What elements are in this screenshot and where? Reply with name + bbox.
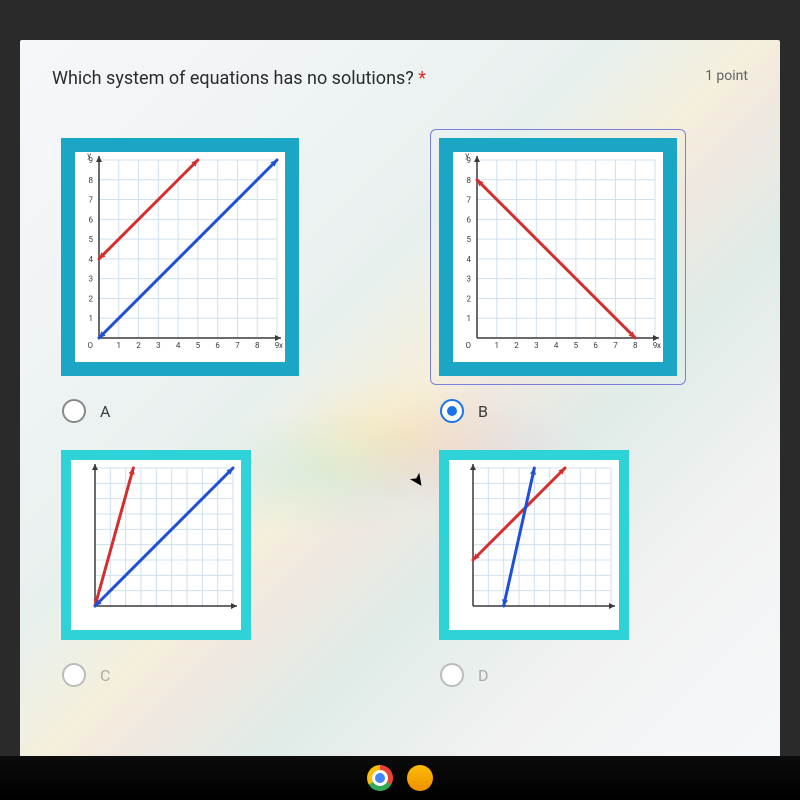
svg-text:1: 1 bbox=[89, 314, 94, 323]
taskbar bbox=[0, 756, 800, 800]
option-b-radio[interactable] bbox=[440, 399, 464, 423]
svg-text:y: y bbox=[87, 151, 91, 160]
svg-text:8: 8 bbox=[633, 341, 638, 350]
svg-text:6: 6 bbox=[467, 215, 472, 224]
points-label: 1 point bbox=[705, 68, 748, 84]
svg-text:6: 6 bbox=[593, 341, 598, 350]
svg-text:7: 7 bbox=[613, 341, 618, 350]
svg-text:5: 5 bbox=[89, 235, 94, 244]
option-a-radio-row[interactable]: A bbox=[62, 399, 370, 423]
svg-text:2: 2 bbox=[467, 294, 472, 303]
option-b-thumb-wrap[interactable]: 112233445566778899Oyx bbox=[430, 129, 686, 385]
option-d-radio[interactable] bbox=[440, 663, 464, 687]
svg-text:4: 4 bbox=[89, 255, 94, 264]
quiz-card: Which system of equations has no solutio… bbox=[20, 40, 780, 760]
option-d-chart[interactable] bbox=[439, 450, 629, 640]
required-asterisk: * bbox=[418, 68, 426, 89]
svg-text:3: 3 bbox=[467, 275, 472, 284]
svg-text:5: 5 bbox=[574, 341, 579, 350]
option-d-label: D bbox=[478, 666, 489, 685]
option-c-thumb-wrap[interactable] bbox=[52, 441, 260, 649]
svg-text:6: 6 bbox=[215, 341, 220, 350]
svg-text:2: 2 bbox=[514, 341, 519, 350]
option-d[interactable]: D bbox=[430, 441, 748, 687]
option-d-thumb-wrap[interactable] bbox=[430, 441, 638, 649]
svg-text:y: y bbox=[465, 151, 469, 160]
option-a-thumb-wrap[interactable]: 112233445566778899Oyx bbox=[52, 129, 308, 385]
svg-text:7: 7 bbox=[467, 196, 472, 205]
svg-text:7: 7 bbox=[89, 196, 94, 205]
option-c-radio[interactable] bbox=[62, 663, 86, 687]
svg-text:x: x bbox=[657, 341, 661, 350]
question-row: Which system of equations has no solutio… bbox=[52, 68, 748, 89]
option-b-chart[interactable]: 112233445566778899Oyx bbox=[439, 138, 677, 376]
svg-text:5: 5 bbox=[196, 341, 201, 350]
svg-text:1: 1 bbox=[117, 341, 122, 350]
svg-text:4: 4 bbox=[554, 341, 559, 350]
question-body: Which system of equations has no solutio… bbox=[52, 68, 414, 89]
svg-text:8: 8 bbox=[89, 176, 94, 185]
option-c[interactable]: C bbox=[52, 441, 370, 687]
svg-text:5: 5 bbox=[467, 235, 472, 244]
option-a-radio[interactable] bbox=[62, 399, 86, 423]
question-text: Which system of equations has no solutio… bbox=[52, 68, 426, 89]
svg-text:6: 6 bbox=[89, 215, 94, 224]
svg-text:O: O bbox=[465, 341, 471, 350]
svg-text:7: 7 bbox=[235, 341, 240, 350]
chrome-icon[interactable] bbox=[367, 765, 393, 791]
svg-text:8: 8 bbox=[255, 341, 260, 350]
option-a[interactable]: 112233445566778899Oyx A bbox=[52, 129, 370, 423]
svg-text:x: x bbox=[279, 341, 283, 350]
option-c-label: C bbox=[100, 666, 110, 685]
svg-text:2: 2 bbox=[89, 294, 94, 303]
svg-text:4: 4 bbox=[467, 255, 472, 264]
option-d-radio-row[interactable]: D bbox=[440, 663, 748, 687]
option-a-label: A bbox=[100, 402, 110, 421]
svg-text:3: 3 bbox=[89, 275, 94, 284]
svg-text:2: 2 bbox=[136, 341, 141, 350]
option-b-radio-row[interactable]: B bbox=[440, 399, 748, 423]
option-a-chart[interactable]: 112233445566778899Oyx bbox=[61, 138, 299, 376]
svg-text:3: 3 bbox=[534, 341, 539, 350]
options-grid: 112233445566778899Oyx A 1122334455667788… bbox=[52, 129, 748, 687]
svg-text:1: 1 bbox=[495, 341, 500, 350]
option-b-label: B bbox=[478, 402, 488, 421]
svg-text:4: 4 bbox=[176, 341, 181, 350]
svg-text:1: 1 bbox=[467, 314, 472, 323]
option-c-radio-row[interactable]: C bbox=[62, 663, 370, 687]
app-icon[interactable] bbox=[407, 765, 433, 791]
svg-text:8: 8 bbox=[467, 176, 472, 185]
svg-text:3: 3 bbox=[156, 341, 161, 350]
option-b[interactable]: 112233445566778899Oyx B bbox=[430, 129, 748, 423]
option-c-chart[interactable] bbox=[61, 450, 251, 640]
svg-text:O: O bbox=[87, 341, 93, 350]
